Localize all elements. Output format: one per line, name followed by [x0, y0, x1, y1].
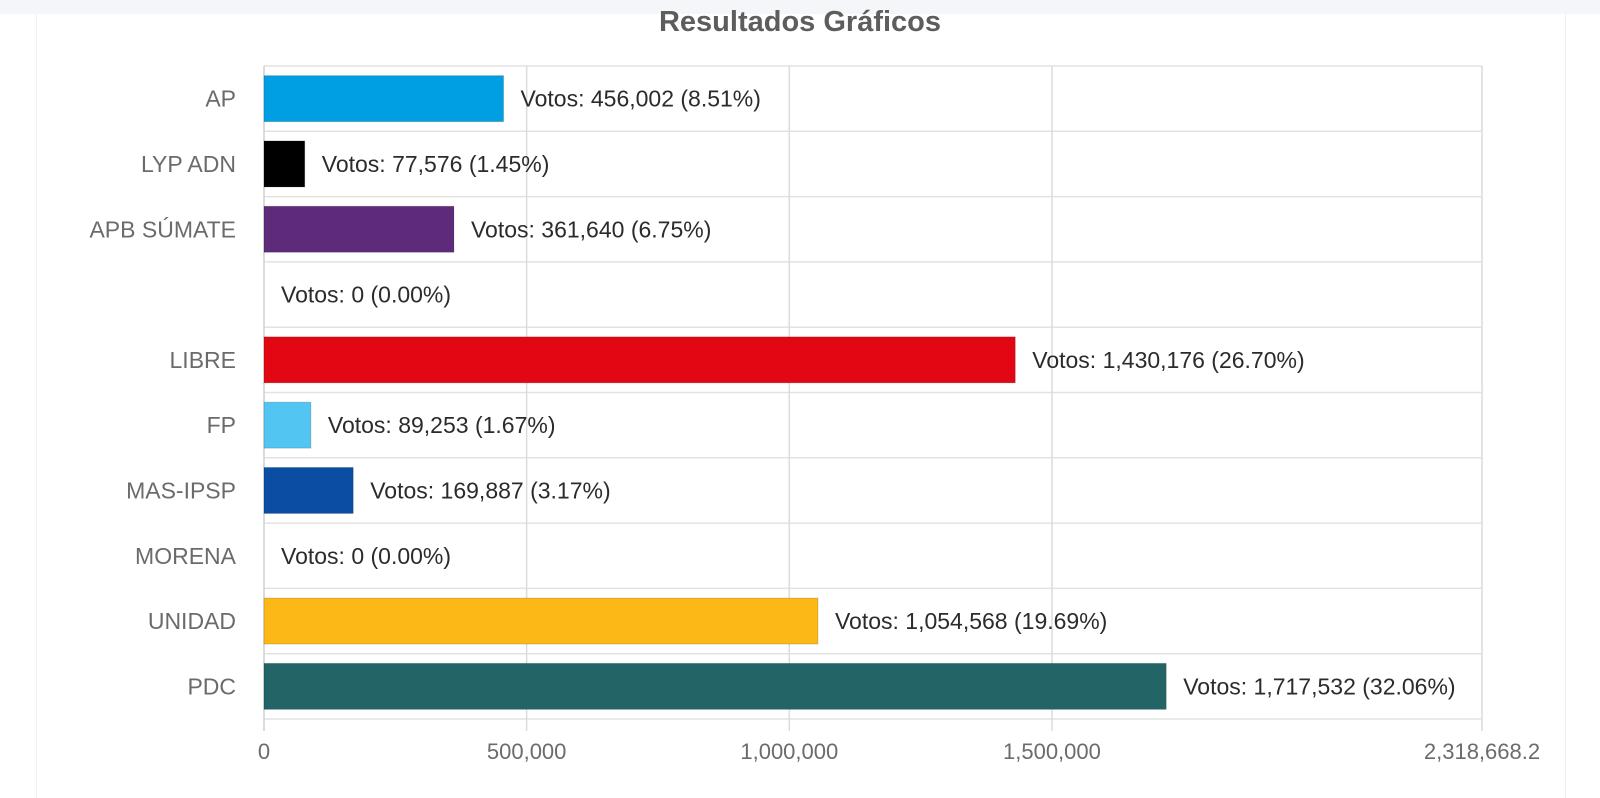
- value-label: Votos: 0 (0.00%): [281, 543, 451, 569]
- bar[interactable]: [263, 597, 819, 645]
- category-label: APB SÚMATE: [89, 216, 236, 242]
- value-label: Votos: 1,717,532 (32.06%): [1183, 673, 1455, 699]
- value-label: Votos: 456,002 (8.51%): [521, 86, 761, 112]
- category-label: LIBRE: [170, 347, 236, 373]
- category-label: FP: [207, 412, 236, 438]
- x-tick-label: 500,000: [487, 739, 567, 764]
- value-label: Votos: 169,887 (3.17%): [370, 477, 610, 503]
- bar[interactable]: [263, 336, 1016, 384]
- x-axis: 0 500,000 1,000,000 1,500,000 2,318,668.2: [258, 739, 1540, 764]
- labels: AP Votos: 456,002 (8.51%) LYP ADN Votos: 77…: [89, 86, 1455, 700]
- top-strip: [0, 0, 1600, 14]
- category-label: MORENA: [135, 543, 237, 569]
- category-label: UNIDAD: [148, 608, 236, 634]
- value-label: Votos: 77,576 (1.45%): [322, 151, 550, 177]
- bar[interactable]: [263, 205, 455, 253]
- x-tick-label: 2,318,668.2: [1424, 739, 1540, 764]
- bar[interactable]: [263, 140, 306, 188]
- x-tick-label: 1,500,000: [1003, 739, 1101, 764]
- bar[interactable]: [263, 466, 354, 514]
- value-label: Votos: 0 (0.00%): [281, 282, 451, 308]
- category-label: AP: [205, 86, 236, 112]
- category-label: LYP ADN: [141, 151, 236, 177]
- chart-title: Resultados Gráficos: [658, 6, 942, 38]
- x-tick-label: 0: [258, 739, 270, 764]
- grid: [263, 65, 1483, 731]
- bar[interactable]: [263, 401, 312, 449]
- category-label: PDC: [187, 673, 236, 699]
- bars: [263, 75, 1167, 710]
- value-label: Votos: 1,054,568 (19.69%): [835, 608, 1107, 634]
- x-tick-label: 1,000,000: [740, 739, 838, 764]
- bar[interactable]: [263, 75, 505, 123]
- value-label: Votos: 361,640 (6.75%): [471, 216, 711, 242]
- value-label: Votos: 89,253 (1.67%): [328, 412, 556, 438]
- value-label: Votos: 1,430,176 (26.70%): [1032, 347, 1304, 373]
- category-label: MAS-IPSP: [126, 477, 236, 503]
- bar[interactable]: [263, 662, 1167, 710]
